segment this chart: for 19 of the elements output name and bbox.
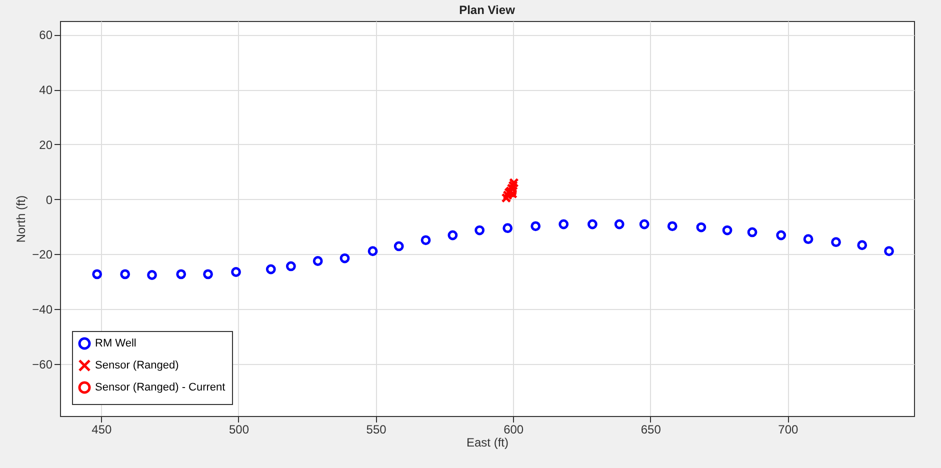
chart-title: Plan View bbox=[459, 3, 516, 17]
y-tick-label: 60 bbox=[39, 28, 53, 42]
y-tick-label: −40 bbox=[32, 302, 53, 317]
legend-label: RM Well bbox=[95, 338, 136, 350]
x-tick-label: 450 bbox=[92, 422, 112, 436]
x-axis-title: East (ft) bbox=[466, 436, 509, 450]
y-axis-title: North (ft) bbox=[14, 195, 28, 243]
x-tick-label: 700 bbox=[778, 422, 799, 436]
y-tick-label: −20 bbox=[32, 248, 53, 262]
x-tick-label: 650 bbox=[640, 422, 662, 436]
x-tick-label: 550 bbox=[366, 422, 387, 436]
x-tick-label: 500 bbox=[228, 422, 250, 436]
legend-label: Sensor (Ranged) - Current bbox=[95, 382, 226, 394]
legend-label: Sensor (Ranged) bbox=[95, 360, 179, 372]
y-tick-label: −60 bbox=[32, 357, 53, 372]
y-tick-label: 20 bbox=[39, 138, 53, 152]
y-tick-label: 40 bbox=[39, 83, 53, 98]
x-tick-label: 600 bbox=[504, 422, 524, 436]
y-tick-label: 0 bbox=[46, 192, 53, 207]
